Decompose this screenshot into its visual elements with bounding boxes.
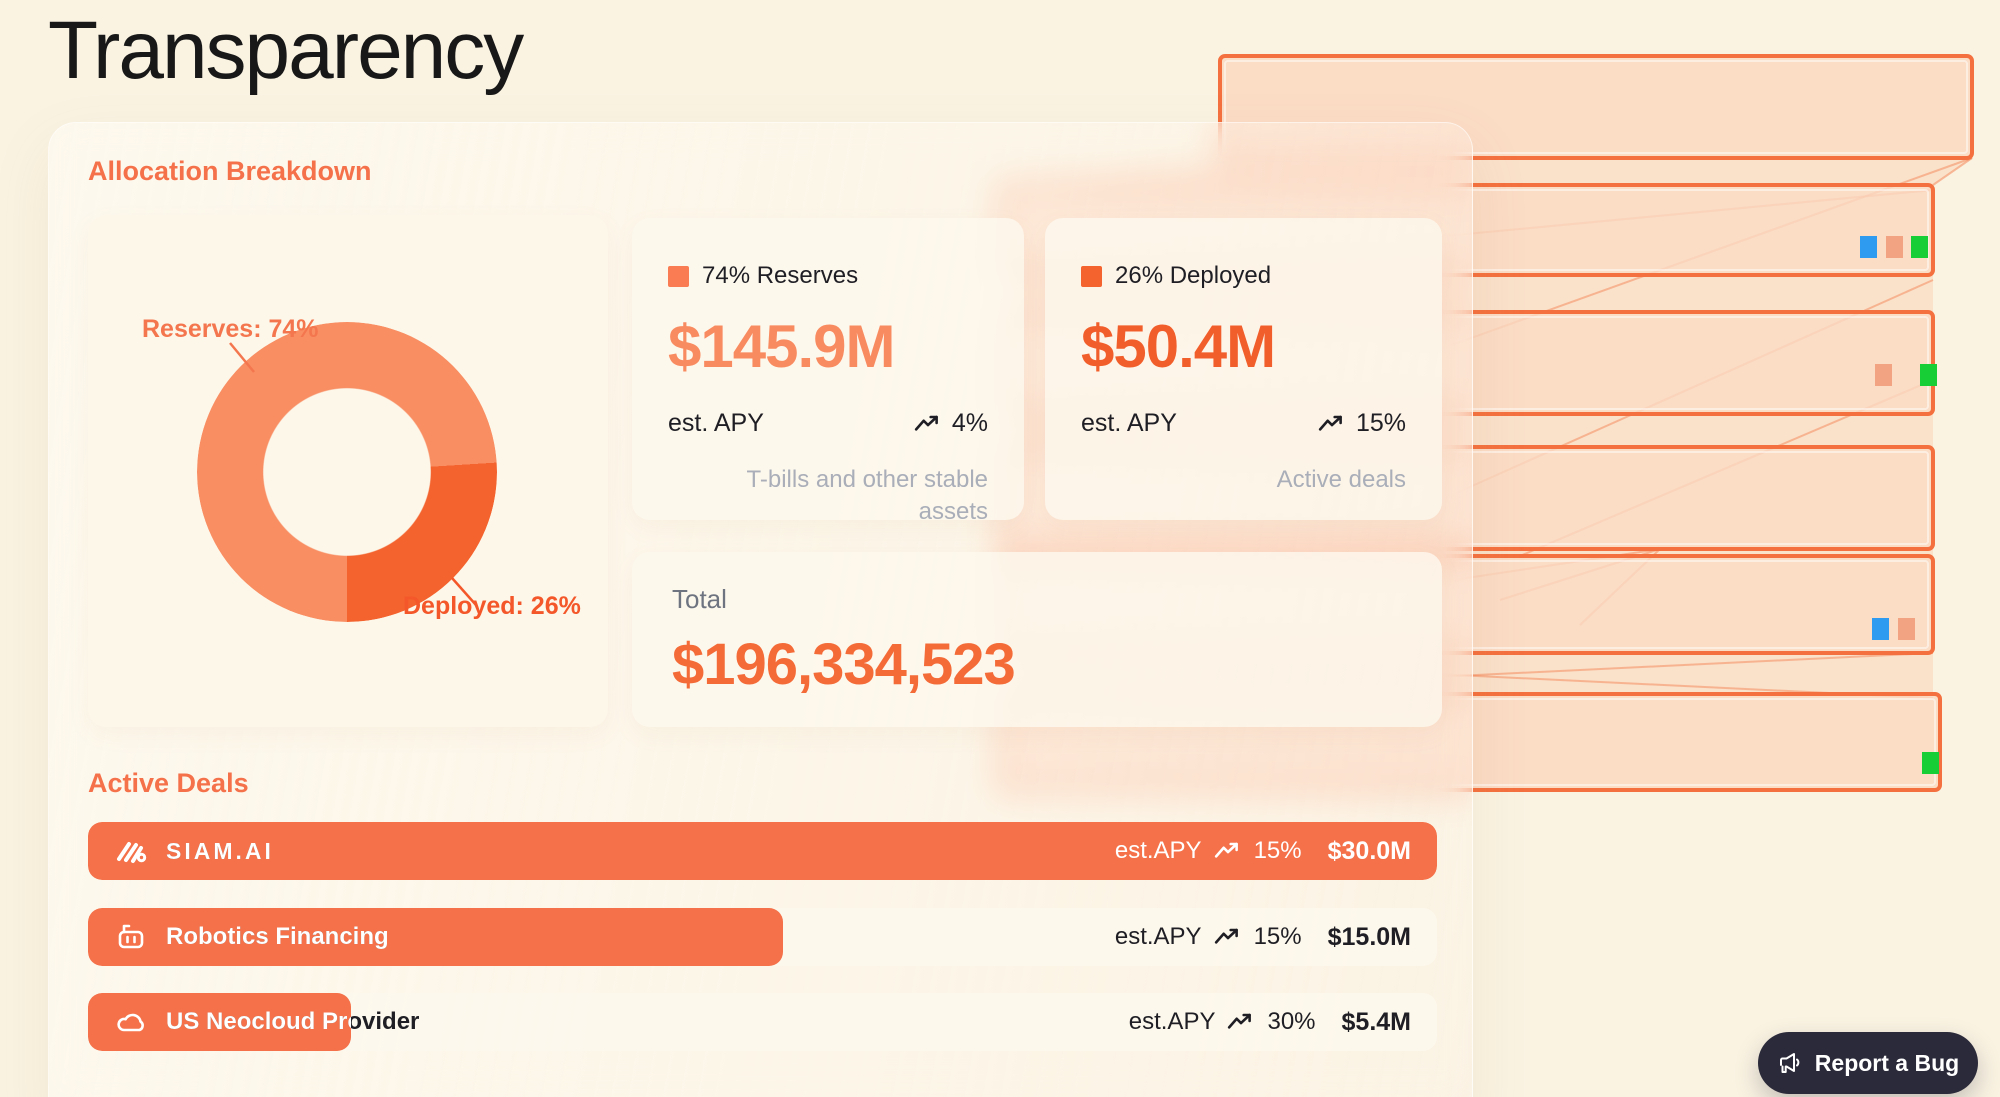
deal-row-robotics-financing[interactable]: Robotics Financing Robotics Financing es… — [88, 908, 1437, 966]
report-a-bug-button[interactable]: Report a Bug — [1758, 1032, 1978, 1094]
deal-label-base: US Neocloud Provider — [166, 1008, 420, 1035]
donut-chart-card: Reserves: 74% Deployed: 26% — [88, 215, 608, 727]
deal-name: Robotics Financing — [166, 923, 389, 950]
deal-row-siam-ai[interactable]: SIAM.AI SIAM.AI est.APY 1 — [88, 822, 1437, 880]
robot-icon — [118, 924, 144, 949]
deal-label-base: SIAM.AI — [166, 837, 274, 864]
deployed-apy-value: 15% — [1355, 409, 1406, 437]
led-green-icon — [1911, 236, 1928, 258]
active-deals-heading: Active Deals — [88, 768, 249, 798]
allocation-donut-chart[interactable] — [197, 322, 497, 622]
led-salmon-icon — [1875, 364, 1892, 386]
trending-up-icon — [914, 415, 938, 431]
led-blue-icon — [1872, 618, 1889, 640]
reserves-legend-label: 74% Reserves — [702, 262, 859, 289]
reserves-apy-value: 4% — [951, 409, 988, 437]
deal-bar — [88, 822, 1437, 880]
deal-bar — [88, 993, 352, 1051]
deal-metrics: est.APY 15% $15.0M — [1114, 922, 1411, 951]
donut-label-reserves: Reserves: 74% — [142, 315, 319, 343]
deal-row-us-neocloud-provider[interactable]: US Neocloud Provider US Neocloud Provide… — [88, 993, 1437, 1051]
reserves-note: T-bills and other stable assets — [746, 466, 988, 525]
reserves-legend-swatch — [668, 265, 689, 287]
reserves-stat-card: 74% Reserves $145.9M est. APY 4% T-bills… — [632, 218, 1024, 525]
trending-up-icon — [1228, 1013, 1252, 1029]
led-green-icon — [1920, 364, 1937, 386]
reserves-apy-label: est. APY — [668, 409, 764, 437]
donut-label-deployed: Deployed: 26% — [403, 592, 581, 620]
deployed-note: Active deals — [1276, 466, 1406, 493]
trending-up-icon — [1214, 842, 1238, 858]
rack-leds — [1860, 236, 1939, 774]
deal-name: US Neocloud Provider — [166, 1008, 351, 1035]
led-salmon-icon — [1886, 236, 1903, 258]
deal-metrics: est.APY 15% $30.0M — [1114, 836, 1411, 865]
deal-apy: 15% — [1253, 923, 1302, 950]
deployed-amount: $50.4M — [1081, 313, 1276, 380]
deal-amount: $15.0M — [1327, 922, 1411, 951]
deal-apy: 15% — [1253, 837, 1302, 864]
deal-amount: $5.4M — [1341, 1007, 1411, 1036]
allocation-heading: Allocation Breakdown — [88, 156, 372, 186]
total-label: Total — [672, 584, 727, 614]
deal-metrics: est.APY 30% $5.4M — [1128, 1007, 1411, 1036]
led-green-icon — [1922, 752, 1939, 774]
report-a-bug-label: Report a Bug — [1814, 1049, 1960, 1076]
deployed-legend-swatch — [1081, 265, 1102, 287]
trending-up-icon — [1318, 415, 1342, 431]
deal-name: SIAM.AI — [166, 837, 274, 864]
deal-bar — [88, 908, 783, 966]
trending-up-icon — [1214, 928, 1238, 944]
led-blue-icon — [1860, 236, 1877, 258]
deployed-apy-label: est. APY — [1081, 409, 1177, 437]
deal-label-base: Robotics Financing — [166, 923, 389, 950]
total-card: Total $196,334,523 — [632, 552, 1442, 727]
deal-apy: 30% — [1267, 1008, 1316, 1035]
deployed-stat-card: 26% Deployed $50.4M est. APY 15% Active … — [1045, 218, 1442, 520]
deal-amount: $30.0M — [1327, 836, 1411, 865]
total-amount: $196,334,523 — [672, 632, 1016, 697]
siam-ai-logo-icon — [117, 842, 147, 863]
reserves-amount: $145.9M — [668, 313, 896, 380]
page-title: Transparency — [48, 5, 524, 96]
deployed-legend-label: 26% Deployed — [1115, 262, 1272, 289]
cloud-icon — [117, 1013, 144, 1032]
megaphone-icon — [1779, 1053, 1800, 1073]
led-salmon-icon — [1898, 618, 1915, 640]
